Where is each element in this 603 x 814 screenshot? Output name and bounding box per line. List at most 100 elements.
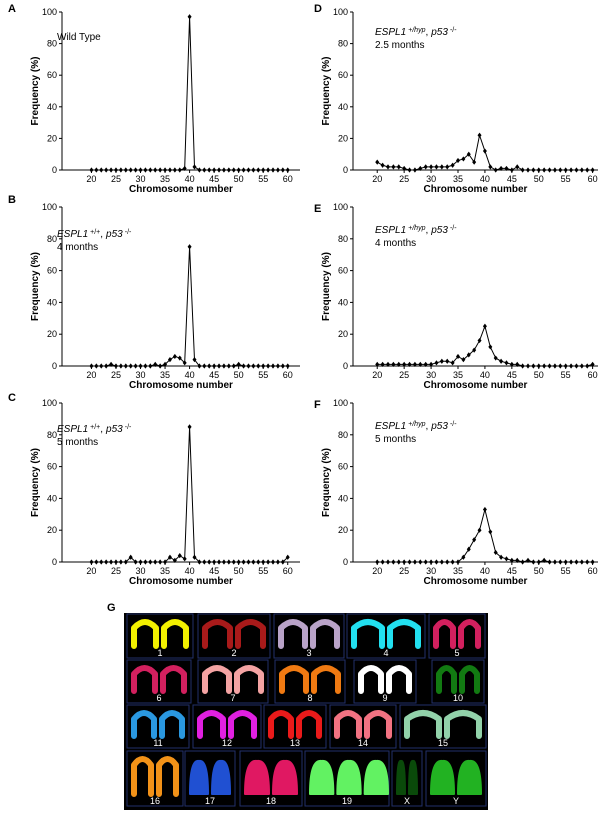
data-point — [246, 167, 251, 173]
data-point — [402, 165, 407, 172]
x-tick-label: 50 — [234, 370, 244, 380]
data-point — [439, 164, 444, 170]
data-point — [391, 559, 396, 565]
y-tick-label: 80 — [338, 234, 348, 244]
chromosome-label: 8 — [307, 693, 312, 703]
chromosome — [131, 665, 158, 694]
karyotype-cell — [329, 704, 397, 749]
data-point — [266, 559, 271, 565]
data-point — [231, 167, 236, 173]
data-point — [590, 559, 595, 565]
data-point — [418, 361, 423, 368]
chromosome — [457, 759, 482, 795]
x-axis-label: Chromosome number — [424, 380, 528, 391]
y-tick-label: 40 — [338, 297, 348, 307]
data-point — [133, 167, 138, 173]
data-point — [177, 167, 182, 173]
data-point — [285, 363, 290, 369]
data-point — [396, 361, 401, 368]
data-point — [461, 357, 466, 363]
x-tick-label: 45 — [507, 370, 517, 380]
chromosome — [156, 756, 179, 797]
data-point — [261, 167, 266, 173]
data-point — [217, 167, 222, 173]
y-tick-label: 60 — [338, 70, 348, 80]
data-point — [504, 556, 509, 562]
data-point — [396, 164, 401, 170]
y-tick-label: 60 — [47, 462, 57, 472]
data-point — [217, 363, 222, 369]
data-point — [579, 167, 584, 173]
data-point — [158, 559, 163, 565]
data-point — [499, 165, 504, 172]
data-point — [552, 559, 557, 565]
data-point — [271, 363, 276, 369]
data-point — [380, 559, 385, 565]
data-point — [477, 337, 482, 344]
data-point — [280, 167, 285, 173]
x-tick-label: 55 — [561, 566, 571, 576]
chromosome — [408, 759, 418, 795]
y-axis-label: Frequency (%) — [30, 252, 41, 321]
annotation-part: -/- — [125, 424, 132, 431]
data-point — [412, 361, 417, 368]
x-axis-label: Chromosome number — [424, 576, 528, 587]
chromosome — [228, 710, 257, 739]
data-point — [207, 559, 212, 565]
chromosome — [351, 619, 385, 649]
data-point — [515, 361, 520, 368]
x-tick-label: 40 — [185, 174, 195, 184]
chromosome-label: 12 — [222, 738, 232, 748]
data-point — [158, 363, 163, 369]
data-point — [386, 164, 390, 170]
data-point — [520, 559, 525, 565]
data-point — [109, 167, 114, 173]
data-point — [246, 559, 251, 565]
x-tick-label: 60 — [588, 566, 598, 576]
data-point — [412, 559, 417, 565]
data-point — [94, 167, 99, 173]
data-line — [91, 16, 288, 171]
chromosome-label: 2 — [231, 648, 236, 658]
x-tick-label: 35 — [453, 174, 463, 184]
y-tick-label: 60 — [338, 462, 348, 472]
y-axis-label: Frequency (%) — [321, 252, 332, 321]
annotation: ESPL1 +/+, p53 -/- — [57, 229, 132, 241]
panel-label: C — [8, 392, 16, 404]
annotation-part: +/+ — [90, 424, 100, 431]
data-point — [148, 559, 153, 565]
data-point — [472, 159, 477, 165]
data-point — [251, 559, 256, 565]
chromosome-label: 3 — [306, 648, 311, 658]
data-point — [509, 361, 514, 368]
x-tick-label: 35 — [160, 566, 170, 576]
data-point — [187, 424, 192, 430]
data-point — [380, 361, 385, 368]
data-point — [118, 167, 123, 173]
data-point — [148, 167, 153, 173]
data-point — [153, 361, 158, 368]
data-point — [241, 559, 246, 565]
chromosome — [211, 759, 231, 795]
data-point — [280, 559, 285, 565]
data-point — [418, 559, 423, 565]
annotation-part: 2.5 months — [375, 40, 424, 51]
chromosome-label: 9 — [382, 693, 387, 703]
chromosome-label: 17 — [205, 796, 215, 806]
x-axis-label: Chromosome number — [424, 184, 528, 195]
data-point — [547, 167, 552, 173]
karyotype-cell — [126, 659, 192, 704]
data-point — [113, 559, 118, 565]
data-point — [153, 559, 158, 565]
x-tick-label: 25 — [111, 174, 121, 184]
data-point — [488, 164, 493, 170]
y-tick-label: 60 — [47, 70, 57, 80]
x-tick-label: 40 — [480, 370, 490, 380]
data-point — [504, 360, 509, 366]
karyotype-cell — [126, 704, 190, 749]
annotation-part: , — [425, 225, 428, 236]
chromosome — [404, 710, 442, 739]
x-tick-label: 60 — [283, 174, 293, 184]
x-tick-label: 30 — [136, 566, 146, 576]
data-point — [236, 167, 241, 173]
